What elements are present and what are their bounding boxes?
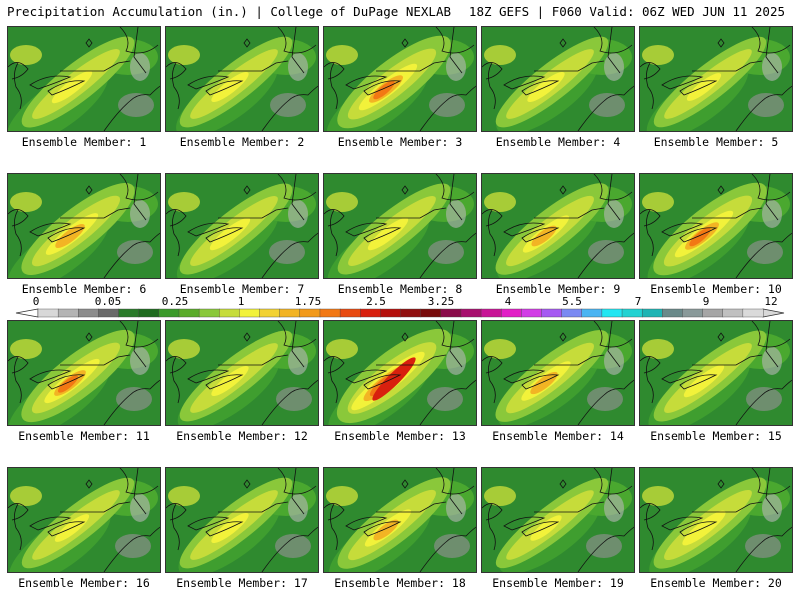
map-title: Precipitation Accumulation (in.) | Colle… (7, 4, 452, 19)
ensemble-member-map (7, 173, 161, 279)
colorbar-tick-label: 9 (703, 295, 710, 308)
ensemble-member-map (323, 467, 477, 573)
colorbar-swatch (682, 308, 704, 318)
ensemble-member-map (481, 173, 635, 279)
colorbar-tick-label: 7 (635, 295, 642, 308)
ensemble-member-map (481, 26, 635, 132)
colorbar-swatch (420, 308, 442, 318)
precipitation-colorbar: 0 0.05 0.25 1 1.75 2.5 3.25 4 5.5 7 9 12 (15, 295, 785, 318)
colorbar-swatch (742, 308, 764, 318)
colorbar-tick-label: 1 (238, 295, 245, 308)
ensemble-member-caption: Ensemble Member: 9 (495, 282, 621, 296)
colorbar-swatch (722, 308, 744, 318)
ensemble-member-map (639, 320, 793, 426)
colorbar-swatch (380, 308, 402, 318)
colorbar-swatch (339, 308, 361, 318)
colorbar-swatch (78, 308, 99, 318)
colorbar-tick-label: 1.75 (295, 295, 322, 308)
colorbar-tick-label: 2.5 (366, 295, 386, 308)
ensemble-member-caption: Ensemble Member: 14 (492, 429, 624, 443)
colorbar-swatch (178, 308, 200, 318)
colorbar-swatch (37, 308, 59, 318)
colorbar-tick-label: 0 (33, 295, 40, 308)
ensemble-member-caption: Ensemble Member: 4 (495, 135, 621, 149)
colorbar-swatch (259, 308, 281, 318)
ensemble-member-map (7, 467, 161, 573)
colorbar-swatch (480, 308, 502, 318)
ensemble-member-map (639, 467, 793, 573)
ensemble-member-map (639, 173, 793, 279)
ensemble-member-caption: Ensemble Member: 15 (650, 429, 782, 443)
model-run-info: 18Z GEFS | F060 Valid: 06Z WED JUN 11 20… (468, 4, 785, 19)
colorbar-swatch (400, 308, 422, 318)
ensemble-member-caption: Ensemble Member: 10 (650, 282, 782, 296)
ensemble-member-caption: Ensemble Member: 12 (176, 429, 308, 443)
colorbar-tick-label: 4 (505, 295, 512, 308)
colorbar-swatch (521, 308, 542, 318)
ensemble-member-caption: Ensemble Member: 2 (179, 135, 305, 149)
ensemble-member-caption: Ensemble Member: 19 (492, 576, 624, 590)
ensemble-member-caption: Ensemble Member: 11 (18, 429, 150, 443)
colorbar-swatch (138, 308, 160, 318)
ensemble-member-map (323, 173, 477, 279)
colorbar-swatch (541, 308, 563, 318)
colorbar-swatch (57, 308, 79, 318)
ensemble-member-map (323, 26, 477, 132)
colorbar-swatch (702, 308, 724, 318)
colorbar-swatch (641, 308, 663, 318)
colorbar-tick-label: 3.25 (428, 295, 455, 308)
ensemble-member-map (639, 26, 793, 132)
colorbar-low-arrow (15, 308, 39, 318)
ensemble-member-caption: Ensemble Member: 3 (337, 135, 463, 149)
ensemble-member-caption: Ensemble Member: 7 (179, 282, 305, 296)
colorbar-tick-label: 5.5 (562, 295, 582, 308)
ensemble-member-caption: Ensemble Member: 13 (334, 429, 466, 443)
ensemble-member-map (7, 26, 161, 132)
ensemble-member-map (165, 320, 319, 426)
colorbar-swatch (299, 308, 321, 318)
colorbar-swatch (360, 308, 381, 318)
ensemble-member-caption: Ensemble Member: 1 (21, 135, 147, 149)
colorbar-tick-label: 0.05 (95, 295, 122, 308)
colorbar-swatch (98, 308, 120, 318)
ensemble-member-map (323, 320, 477, 426)
colorbar-tick-label: 12 (764, 295, 777, 308)
colorbar-swatch (118, 308, 140, 318)
colorbar-swatch (158, 308, 180, 318)
ensemble-member-caption: Ensemble Member: 6 (21, 282, 147, 296)
ensemble-member-caption: Ensemble Member: 18 (334, 576, 466, 590)
colorbar-tick-label: 0.25 (162, 295, 189, 308)
ensemble-member-caption: Ensemble Member: 17 (176, 576, 308, 590)
ensemble-member-caption: Ensemble Member: 20 (650, 576, 782, 590)
colorbar-swatch (279, 308, 301, 318)
colorbar-high-arrow (762, 308, 785, 318)
colorbar-swatch (239, 308, 261, 318)
ensemble-member-map (165, 173, 319, 279)
colorbar-swatch (460, 308, 482, 318)
ensemble-member-caption: Ensemble Member: 16 (18, 576, 150, 590)
ensemble-member-map (481, 320, 635, 426)
colorbar-swatch (621, 308, 643, 318)
ensemble-member-caption: Ensemble Member: 5 (653, 135, 779, 149)
colorbar-swatch (219, 308, 240, 318)
colorbar-swatch (440, 308, 462, 318)
ensemble-member-map (165, 26, 319, 132)
colorbar-swatch (662, 308, 683, 318)
colorbar-swatch (500, 308, 522, 318)
ensemble-member-map (7, 320, 161, 426)
ensemble-member-caption: Ensemble Member: 8 (337, 282, 463, 296)
colorbar-swatch (561, 308, 583, 318)
colorbar-swatch (319, 308, 341, 318)
colorbar-swatch (198, 308, 220, 318)
ensemble-member-map (481, 467, 635, 573)
ensemble-member-map (165, 467, 319, 573)
colorbar-swatch (601, 308, 623, 318)
colorbar-swatch (581, 308, 603, 318)
